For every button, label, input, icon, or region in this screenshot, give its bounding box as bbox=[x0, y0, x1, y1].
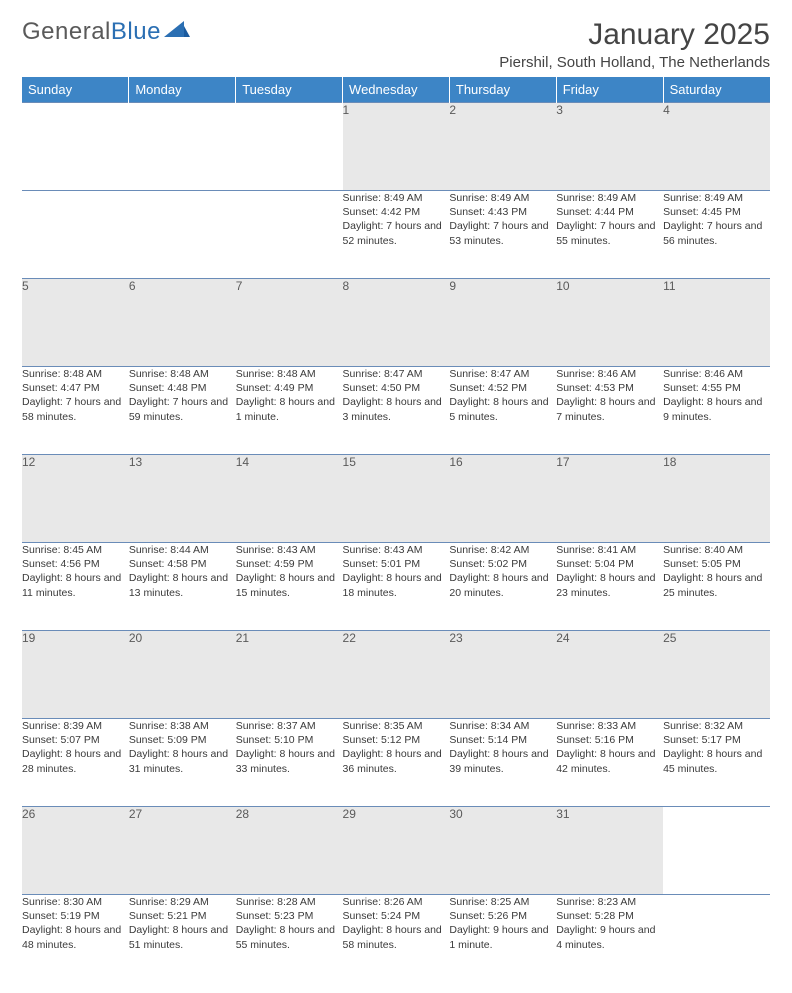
day-number-cell: 12 bbox=[22, 455, 129, 543]
month-title: January 2025 bbox=[499, 18, 770, 52]
day-number-cell: 30 bbox=[449, 807, 556, 895]
day-number-cell: 28 bbox=[236, 807, 343, 895]
day-content-cell: Sunrise: 8:49 AMSunset: 4:42 PMDaylight:… bbox=[343, 191, 450, 279]
day-content-cell: Sunrise: 8:48 AMSunset: 4:48 PMDaylight:… bbox=[129, 367, 236, 455]
day-content-cell: Sunrise: 8:47 AMSunset: 4:52 PMDaylight:… bbox=[449, 367, 556, 455]
day-number-cell: 15 bbox=[343, 455, 450, 543]
day-number-cell: 23 bbox=[449, 631, 556, 719]
content-row: Sunrise: 8:49 AMSunset: 4:42 PMDaylight:… bbox=[22, 191, 770, 279]
calendar-table: SundayMondayTuesdayWednesdayThursdayFrid… bbox=[22, 77, 770, 983]
day-number-cell: 2 bbox=[449, 103, 556, 191]
day-content-cell: Sunrise: 8:48 AMSunset: 4:49 PMDaylight:… bbox=[236, 367, 343, 455]
logo-triangle-icon bbox=[164, 17, 190, 45]
location: Piershil, South Holland, The Netherlands bbox=[499, 54, 770, 71]
day-content-cell: Sunrise: 8:39 AMSunset: 5:07 PMDaylight:… bbox=[22, 719, 129, 807]
day-content-cell: Sunrise: 8:44 AMSunset: 4:58 PMDaylight:… bbox=[129, 543, 236, 631]
day-number-cell bbox=[236, 103, 343, 191]
day-number-cell: 7 bbox=[236, 279, 343, 367]
day-content-cell: Sunrise: 8:48 AMSunset: 4:47 PMDaylight:… bbox=[22, 367, 129, 455]
day-content-cell: Sunrise: 8:49 AMSunset: 4:44 PMDaylight:… bbox=[556, 191, 663, 279]
day-number-cell: 13 bbox=[129, 455, 236, 543]
day-number-cell: 18 bbox=[663, 455, 770, 543]
day-content-cell: Sunrise: 8:35 AMSunset: 5:12 PMDaylight:… bbox=[343, 719, 450, 807]
day-content-cell: Sunrise: 8:30 AMSunset: 5:19 PMDaylight:… bbox=[22, 895, 129, 983]
day-header: Saturday bbox=[663, 77, 770, 103]
day-number-cell: 22 bbox=[343, 631, 450, 719]
day-number-cell: 20 bbox=[129, 631, 236, 719]
daynum-row: 12131415161718 bbox=[22, 455, 770, 543]
day-content-cell: Sunrise: 8:46 AMSunset: 4:55 PMDaylight:… bbox=[663, 367, 770, 455]
day-number-cell: 26 bbox=[22, 807, 129, 895]
day-content-cell: Sunrise: 8:26 AMSunset: 5:24 PMDaylight:… bbox=[343, 895, 450, 983]
daynum-row: 567891011 bbox=[22, 279, 770, 367]
day-number-cell: 6 bbox=[129, 279, 236, 367]
day-content-cell: Sunrise: 8:33 AMSunset: 5:16 PMDaylight:… bbox=[556, 719, 663, 807]
day-content-cell: Sunrise: 8:43 AMSunset: 5:01 PMDaylight:… bbox=[343, 543, 450, 631]
day-content-cell: Sunrise: 8:32 AMSunset: 5:17 PMDaylight:… bbox=[663, 719, 770, 807]
day-content-cell: Sunrise: 8:37 AMSunset: 5:10 PMDaylight:… bbox=[236, 719, 343, 807]
day-content-cell: Sunrise: 8:49 AMSunset: 4:43 PMDaylight:… bbox=[449, 191, 556, 279]
day-number-cell: 19 bbox=[22, 631, 129, 719]
day-content-cell: Sunrise: 8:45 AMSunset: 4:56 PMDaylight:… bbox=[22, 543, 129, 631]
content-row: Sunrise: 8:30 AMSunset: 5:19 PMDaylight:… bbox=[22, 895, 770, 983]
day-number-cell: 1 bbox=[343, 103, 450, 191]
day-content-cell bbox=[663, 895, 770, 983]
content-row: Sunrise: 8:48 AMSunset: 4:47 PMDaylight:… bbox=[22, 367, 770, 455]
day-number-cell bbox=[663, 807, 770, 895]
day-number-cell: 29 bbox=[343, 807, 450, 895]
content-row: Sunrise: 8:45 AMSunset: 4:56 PMDaylight:… bbox=[22, 543, 770, 631]
header: GeneralBlue January 2025 Piershil, South… bbox=[22, 18, 770, 71]
day-content-cell bbox=[129, 191, 236, 279]
daynum-row: 262728293031 bbox=[22, 807, 770, 895]
day-number-cell: 5 bbox=[22, 279, 129, 367]
day-header: Wednesday bbox=[343, 77, 450, 103]
logo-text-1: General bbox=[22, 18, 111, 46]
day-content-cell: Sunrise: 8:43 AMSunset: 4:59 PMDaylight:… bbox=[236, 543, 343, 631]
day-content-cell: Sunrise: 8:46 AMSunset: 4:53 PMDaylight:… bbox=[556, 367, 663, 455]
day-number-cell: 16 bbox=[449, 455, 556, 543]
logo-text-2: Blue bbox=[111, 18, 161, 46]
day-number-cell: 11 bbox=[663, 279, 770, 367]
day-content-cell bbox=[22, 191, 129, 279]
day-number-cell: 8 bbox=[343, 279, 450, 367]
day-number-cell: 3 bbox=[556, 103, 663, 191]
day-content-cell: Sunrise: 8:41 AMSunset: 5:04 PMDaylight:… bbox=[556, 543, 663, 631]
daynum-row: 1234 bbox=[22, 103, 770, 191]
day-content-cell: Sunrise: 8:28 AMSunset: 5:23 PMDaylight:… bbox=[236, 895, 343, 983]
day-header: Tuesday bbox=[236, 77, 343, 103]
day-content-cell: Sunrise: 8:25 AMSunset: 5:26 PMDaylight:… bbox=[449, 895, 556, 983]
day-number-cell: 9 bbox=[449, 279, 556, 367]
day-number-cell bbox=[129, 103, 236, 191]
day-content-cell: Sunrise: 8:47 AMSunset: 4:50 PMDaylight:… bbox=[343, 367, 450, 455]
day-number-cell: 25 bbox=[663, 631, 770, 719]
content-row: Sunrise: 8:39 AMSunset: 5:07 PMDaylight:… bbox=[22, 719, 770, 807]
day-content-cell: Sunrise: 8:42 AMSunset: 5:02 PMDaylight:… bbox=[449, 543, 556, 631]
day-header: Monday bbox=[129, 77, 236, 103]
day-content-cell bbox=[236, 191, 343, 279]
day-content-cell: Sunrise: 8:29 AMSunset: 5:21 PMDaylight:… bbox=[129, 895, 236, 983]
day-number-cell: 10 bbox=[556, 279, 663, 367]
day-number-cell bbox=[22, 103, 129, 191]
day-header-row: SundayMondayTuesdayWednesdayThursdayFrid… bbox=[22, 77, 770, 103]
day-number-cell: 17 bbox=[556, 455, 663, 543]
logo: GeneralBlue bbox=[22, 18, 190, 46]
day-number-cell: 24 bbox=[556, 631, 663, 719]
day-content-cell: Sunrise: 8:40 AMSunset: 5:05 PMDaylight:… bbox=[663, 543, 770, 631]
day-content-cell: Sunrise: 8:23 AMSunset: 5:28 PMDaylight:… bbox=[556, 895, 663, 983]
day-header: Thursday bbox=[449, 77, 556, 103]
day-content-cell: Sunrise: 8:34 AMSunset: 5:14 PMDaylight:… bbox=[449, 719, 556, 807]
day-number-cell: 4 bbox=[663, 103, 770, 191]
day-number-cell: 21 bbox=[236, 631, 343, 719]
day-content-cell: Sunrise: 8:38 AMSunset: 5:09 PMDaylight:… bbox=[129, 719, 236, 807]
day-number-cell: 27 bbox=[129, 807, 236, 895]
day-number-cell: 14 bbox=[236, 455, 343, 543]
day-header: Sunday bbox=[22, 77, 129, 103]
day-header: Friday bbox=[556, 77, 663, 103]
day-number-cell: 31 bbox=[556, 807, 663, 895]
daynum-row: 19202122232425 bbox=[22, 631, 770, 719]
day-content-cell: Sunrise: 8:49 AMSunset: 4:45 PMDaylight:… bbox=[663, 191, 770, 279]
title-block: January 2025 Piershil, South Holland, Th… bbox=[499, 18, 770, 71]
